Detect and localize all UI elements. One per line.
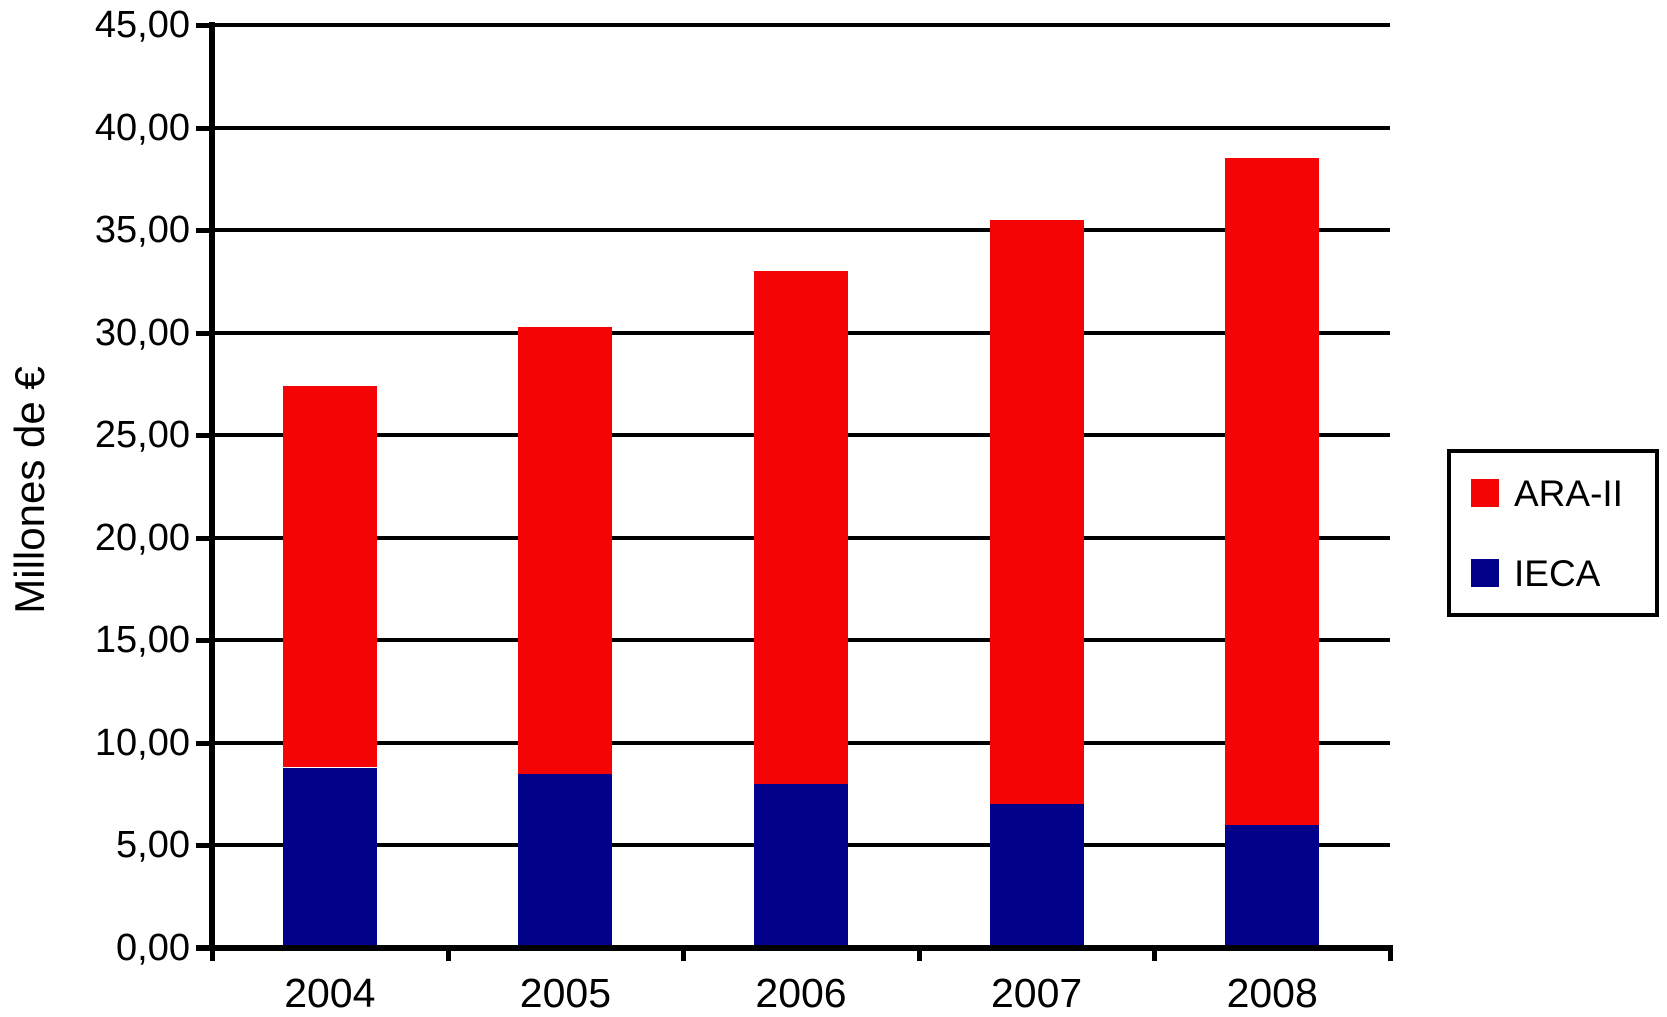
bar-segment-ara-ii-2004: [282, 385, 377, 768]
bar-segment-ieca-2006: [754, 783, 848, 948]
x-axis-line: [196, 945, 1390, 951]
y-tick-mark: [196, 125, 212, 131]
x-tick-mark: [1388, 945, 1393, 961]
y-tick-label: 35,00: [94, 209, 190, 252]
legend-key-ara-ii-icon: [1471, 479, 1499, 507]
x-tick-mark: [210, 945, 215, 961]
y-tick-mark: [196, 228, 212, 234]
bar-segment-ieca-2008: [1225, 824, 1320, 948]
bar-segment-ieca-2005: [518, 773, 613, 948]
legend-label-ieca: IECA: [1514, 552, 1601, 594]
x-tick-label: 2006: [755, 970, 847, 1016]
y-tick-label: 30,00: [94, 311, 190, 354]
y-tick-label: 0,00: [116, 927, 190, 969]
y-tick-label: 15,00: [94, 619, 190, 662]
x-tick-mark: [445, 945, 451, 961]
y-axis-title: Millones de €: [6, 366, 53, 614]
bar-segment-ieca-2007: [989, 804, 1084, 948]
y-axis-line: [209, 22, 215, 951]
y-tick-mark: [196, 23, 212, 28]
legend-label-ara-ii: ARA-II: [1514, 472, 1623, 514]
x-tick-label: 2007: [990, 970, 1083, 1016]
gridline: [198, 228, 1390, 233]
x-tick-mark: [1152, 945, 1158, 961]
y-tick-label: 25,00: [94, 414, 190, 457]
y-tick-label: 40,00: [94, 106, 190, 149]
x-tick-label: 2008: [1226, 970, 1318, 1016]
legend: ARA-II IECA: [1447, 449, 1659, 617]
bar-segment-ara-ii-2005: [518, 326, 613, 774]
x-tick-mark: [916, 945, 922, 961]
y-tick-mark: [196, 638, 212, 644]
y-tick-label: 20,00: [94, 516, 190, 559]
y-tick-label: 5,00: [116, 824, 190, 867]
bar-segment-ara-ii-2007: [989, 219, 1084, 805]
bar-segment-ara-ii-2006: [754, 271, 848, 784]
y-tick-mark: [196, 535, 212, 541]
legend-item-ieca: IECA: [1471, 555, 1655, 592]
y-tick-label: 10,00: [94, 721, 190, 764]
legend-item-ara-ii: ARA-II: [1471, 475, 1655, 512]
x-tick-label: 2005: [519, 970, 611, 1016]
x-tick-mark: [681, 945, 687, 961]
y-tick-mark: [196, 433, 212, 439]
y-tick-label: 45,00: [94, 4, 190, 46]
bar-segment-ara-ii-2008: [1225, 158, 1320, 825]
y-tick-mark: [196, 330, 212, 336]
x-tick-label: 2004: [284, 970, 376, 1016]
y-tick-mark: [196, 843, 212, 849]
y-tick-mark: [196, 740, 212, 746]
bar-segment-ieca-2004: [282, 767, 377, 948]
gridline: [198, 23, 1390, 27]
gridline: [198, 125, 1390, 130]
legend-key-ieca-icon: [1471, 559, 1499, 587]
